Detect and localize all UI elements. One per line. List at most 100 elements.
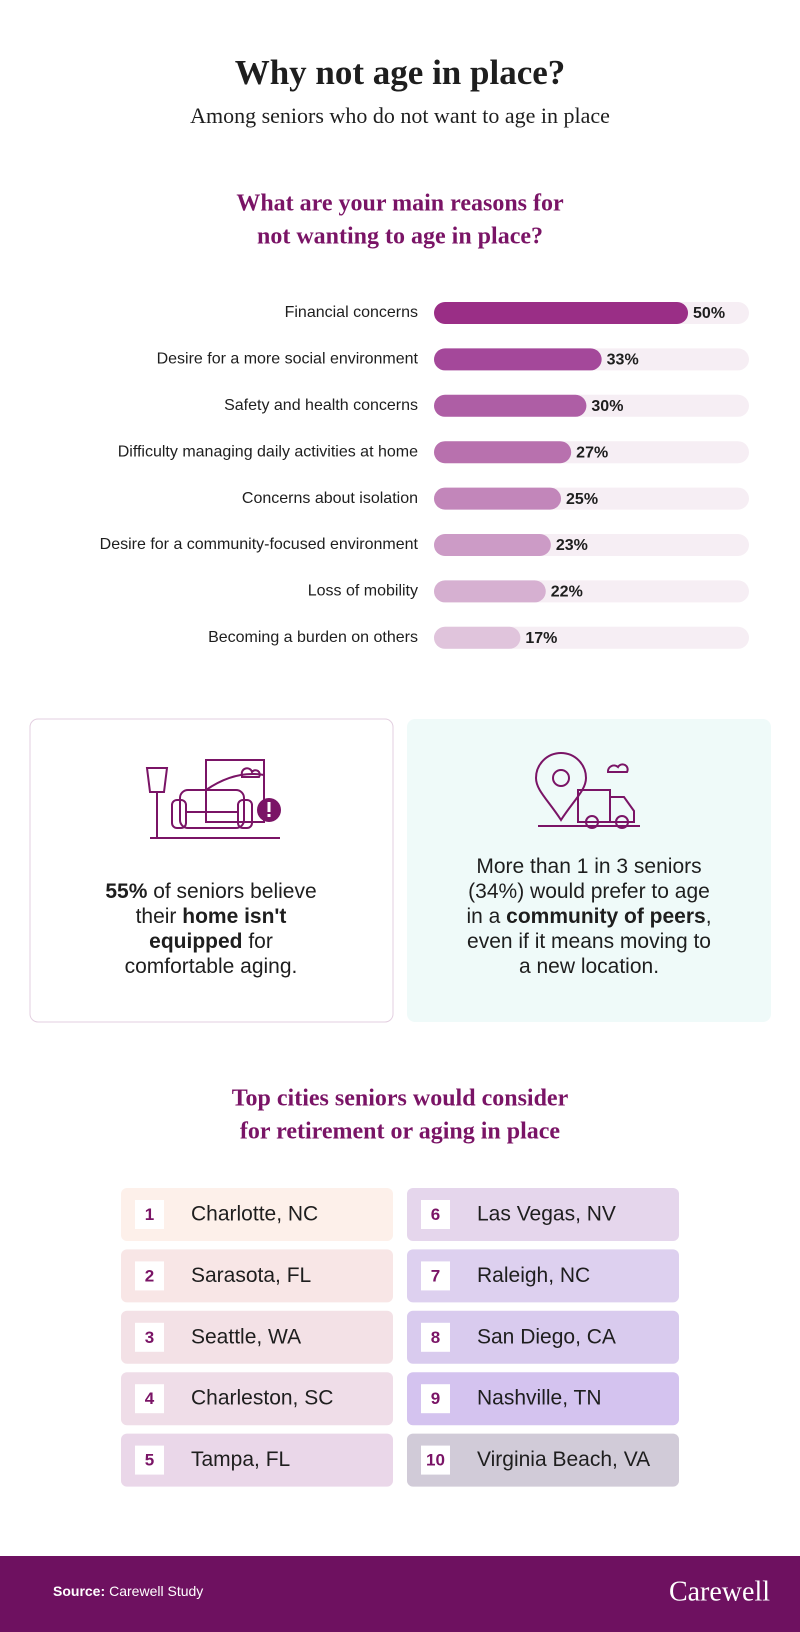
- rank-badge: [135, 1200, 164, 1229]
- rank-badge: [421, 1261, 450, 1291]
- title: Why not age in place?: [235, 53, 566, 92]
- category-label: Loss of mobility: [308, 583, 418, 600]
- source: Source: Carewell Study: [53, 1583, 203, 1599]
- stat-text: equipped for: [149, 930, 273, 953]
- rank-badge: [421, 1322, 450, 1352]
- category-label: Financial concerns: [285, 304, 418, 321]
- rank-badge: [135, 1261, 164, 1291]
- stat-card: [29, 718, 394, 1023]
- stat-text-part: for: [243, 930, 273, 953]
- stat-text-part: (34%) would prefer to age: [468, 880, 710, 903]
- rank-badge: [135, 1445, 164, 1475]
- value-label: 30%: [591, 398, 623, 415]
- city-rank: 2: [145, 1266, 154, 1285]
- rank-badge: [421, 1384, 450, 1414]
- category-label: Concerns about isolation: [242, 490, 418, 507]
- stat-text-part: of seniors believe: [147, 880, 316, 903]
- chart-title: What are your main reasons for: [236, 191, 564, 217]
- stat-text: (34%) would prefer to age: [468, 880, 710, 903]
- city-rank: 9: [431, 1389, 440, 1408]
- stat-text-part: a new location.: [519, 955, 659, 978]
- bar: [434, 626, 521, 649]
- city-name: San Diego, CA: [477, 1325, 616, 1348]
- category-label: Difficulty managing daily activities at …: [118, 443, 418, 460]
- source-text: Carewell Study: [109, 1583, 203, 1599]
- stat-card: [407, 719, 771, 1022]
- city-name: Seattle, WA: [191, 1325, 301, 1348]
- bar: [434, 580, 546, 603]
- stat-text: a new location.: [519, 955, 659, 978]
- chart-title: not wanting to age in place?: [257, 224, 543, 250]
- city-card: [407, 1188, 679, 1241]
- brand: Carewell: [669, 1576, 770, 1607]
- value-label: 22%: [551, 584, 583, 601]
- stat-text-part: ,: [706, 905, 712, 928]
- stat-text-part: community of peers: [506, 905, 706, 928]
- city-card: [121, 1188, 393, 1241]
- category-label: Becoming a burden on others: [208, 629, 418, 646]
- stat-text-part: More than 1 in 3 seniors: [476, 855, 701, 878]
- value-label: 17%: [525, 630, 557, 647]
- stat-text-part: comfortable aging.: [125, 955, 298, 978]
- city-rank: 1: [145, 1205, 154, 1224]
- home-icon: [145, 759, 281, 839]
- subtitle: Among seniors who do not want to age in …: [190, 103, 610, 128]
- stat-text: More than 1 in 3 seniors: [476, 855, 701, 878]
- value-label: 27%: [576, 444, 608, 461]
- city-name: Charlotte, NC: [191, 1203, 318, 1226]
- value-label: 23%: [556, 537, 588, 554]
- city-card: [121, 1433, 393, 1487]
- bar: [434, 534, 551, 556]
- city-name: Sarasota, FL: [191, 1264, 311, 1287]
- footer: [0, 1556, 800, 1632]
- city-card: [121, 1249, 393, 1303]
- category-label: Desire for a more social environment: [157, 351, 419, 368]
- city-name: Virginia Beach, VA: [477, 1448, 650, 1471]
- category-label: Desire for a community-focused environme…: [100, 536, 419, 553]
- bar: [434, 302, 689, 324]
- city-rank: 5: [145, 1451, 154, 1470]
- stat-text: even if it means moving to: [467, 930, 711, 953]
- category-label: Safety and health concerns: [224, 397, 418, 414]
- stat-text-part: in a: [466, 905, 506, 928]
- city-card: [407, 1372, 679, 1426]
- city-name: Tampa, FL: [191, 1448, 290, 1471]
- bar: [434, 487, 562, 510]
- city-rank: 8: [431, 1328, 440, 1347]
- value-label: 33%: [607, 352, 639, 369]
- source-label: Source:: [53, 1583, 105, 1599]
- value-label: 25%: [566, 491, 598, 508]
- rank-badge: [135, 1384, 164, 1414]
- stat-text: their home isn't: [136, 905, 287, 928]
- cities-title: for retirement or aging in place: [240, 1119, 561, 1145]
- moving-icon: [534, 752, 640, 829]
- stat-text-part: home isn't: [182, 905, 286, 928]
- city-rank: 10: [426, 1451, 445, 1470]
- stat-text-part: equipped: [149, 930, 242, 953]
- bar: [434, 394, 587, 417]
- city-rank: 6: [431, 1205, 440, 1224]
- cities-title: Top cities seniors would consider: [232, 1086, 569, 1112]
- city-rank: 4: [145, 1389, 155, 1408]
- rank-badge: [421, 1445, 450, 1475]
- city-name: Nashville, TN: [477, 1387, 601, 1410]
- value-label: 50%: [693, 305, 725, 322]
- city-card: [121, 1372, 393, 1426]
- stat-text: 55% of seniors believe: [105, 880, 316, 903]
- stat-text-part: their: [136, 905, 183, 928]
- city-card: [121, 1310, 393, 1364]
- rank-badge: [135, 1322, 164, 1352]
- stat-text: in a community of peers,: [466, 905, 711, 928]
- city-card: [407, 1433, 679, 1487]
- rank-badge: [421, 1200, 450, 1229]
- bar: [434, 441, 572, 464]
- stat-text-part: 55%: [105, 880, 147, 903]
- stat-text-part: even if it means moving to: [467, 930, 711, 953]
- city-name: Raleigh, NC: [477, 1264, 590, 1287]
- stat-text: comfortable aging.: [125, 955, 298, 978]
- city-rank: 7: [431, 1266, 440, 1285]
- city-name: Charleston, SC: [191, 1387, 333, 1410]
- city-card: [407, 1310, 679, 1364]
- city-card: [407, 1249, 679, 1303]
